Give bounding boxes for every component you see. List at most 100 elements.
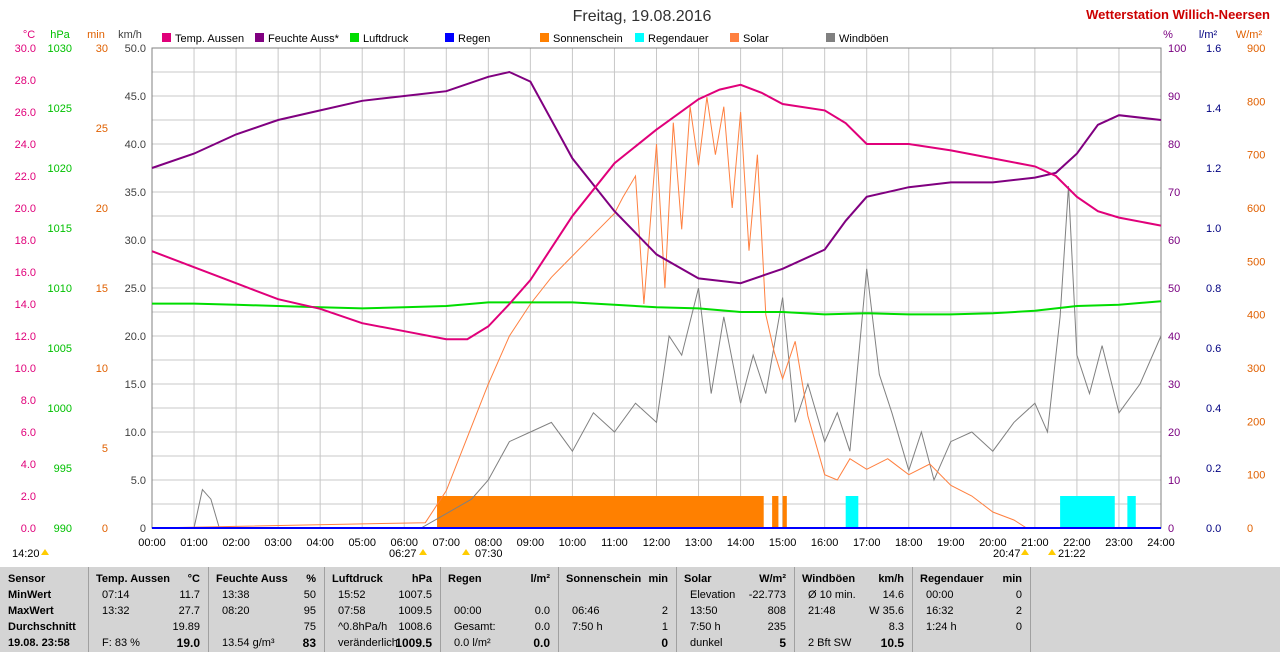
solar-tick-label: 300 xyxy=(1247,363,1265,375)
legend-swatch xyxy=(255,33,264,42)
column-unit: min xyxy=(648,573,668,585)
wind-tick-label: 5.0 xyxy=(131,475,146,487)
solar-tick-label: 900 xyxy=(1247,43,1265,55)
sun-marker-icon xyxy=(1021,549,1029,555)
row-2-label: 16:32 xyxy=(926,605,954,617)
temp-tick-label: 26.0 xyxy=(15,107,36,119)
row-2-value: 2 xyxy=(661,605,668,617)
row-1-value: -22.773 xyxy=(748,589,786,601)
rain-column: Regen l/m² 00:00 0.0 Gesamt: 0.0 0.0 l/m² 0.0 xyxy=(440,567,559,652)
solar-tick-label: 200 xyxy=(1247,416,1265,428)
max-label: MaxWert xyxy=(8,605,54,617)
sunshine-tick-label: 15 xyxy=(96,283,108,295)
temp-tick-label: 0.0 xyxy=(21,523,36,535)
wind-tick-label: 45.0 xyxy=(125,91,146,103)
row-4-label: 13.54 g/m³ xyxy=(222,637,275,649)
sun-marker-icon xyxy=(419,549,427,555)
rain-unit: l/m² xyxy=(1199,29,1218,41)
pressure-tick-label: 1020 xyxy=(48,163,72,175)
temp-tick-label: 22.0 xyxy=(15,171,36,183)
column-header: Temp. Aussen xyxy=(96,573,170,585)
row-4-value: 5 xyxy=(779,636,786,650)
legend-swatch xyxy=(635,33,644,42)
row-3-value: 0 xyxy=(1015,621,1022,633)
humidity-tick-label: 10 xyxy=(1168,475,1180,487)
row-4-label: F: 83 % xyxy=(102,637,140,649)
temp-tick-label: 8.0 xyxy=(21,395,36,407)
rain-tick-label: 1.4 xyxy=(1206,103,1221,115)
row-2-label: 07:58 xyxy=(338,605,366,617)
temp-tick-label: 24.0 xyxy=(15,139,36,151)
x-tick-label: 00:00 xyxy=(138,537,166,549)
sunshine-tick-label: 20 xyxy=(96,203,108,215)
solar-tick-label: 600 xyxy=(1247,203,1265,215)
x-tick-label: 14:00 xyxy=(727,537,755,549)
legend-swatch xyxy=(826,33,835,42)
legend-label: Regendauer xyxy=(648,33,709,45)
x-tick-label: 21:00 xyxy=(1021,537,1049,549)
legend-label: Temp. Aussen xyxy=(175,33,244,45)
humidity-unit: % xyxy=(1163,29,1173,41)
temp-unit: °C xyxy=(23,29,35,41)
temp-tick-label: 6.0 xyxy=(21,427,36,439)
x-tick-label: 16:00 xyxy=(811,537,839,549)
sun-marker-icon xyxy=(41,549,49,555)
temp-column: Temp. Aussen °C 07:14 11.7 13:32 27.7 19.89 F: … xyxy=(88,567,209,652)
legend-label: Regen xyxy=(458,33,490,45)
row-1-label: Elevation xyxy=(690,589,736,601)
x-tick-label: 04:00 xyxy=(306,537,334,549)
row-4-label: dunkel xyxy=(690,637,723,649)
humidity-tick-label: 60 xyxy=(1168,235,1180,247)
sun-marker-icon xyxy=(1048,549,1056,555)
temp-tick-label: 12.0 xyxy=(15,331,36,343)
rain-duration-bar xyxy=(1127,496,1136,528)
temp-tick-label: 16.0 xyxy=(15,267,36,279)
wind-gust-line xyxy=(152,186,1162,529)
axis-unit-labels: °C hPa min km/h % l/m² W/m² xyxy=(23,29,1263,41)
row-2-value: 95 xyxy=(303,605,316,617)
x-tick-label: 06:00 xyxy=(390,537,418,549)
row-1-label: 00:00 xyxy=(926,589,954,601)
row-1-label: 15:52 xyxy=(338,589,366,601)
sunshine-tick-label: 0 xyxy=(102,523,108,535)
marker-twilight-start: 07:30 xyxy=(475,548,503,560)
solar-line xyxy=(151,97,1161,529)
x-tick-label: 01:00 xyxy=(180,537,208,549)
humidity-line xyxy=(151,70,1162,285)
pressure-tick-label: 1005 xyxy=(48,343,72,355)
x-tick-label: 23:00 xyxy=(1105,537,1133,549)
statistics-table: Sensor MinWert MaxWert Durchschnitt 19.0… xyxy=(0,567,1280,652)
row-1-label: 07:14 xyxy=(102,589,130,601)
rain-tick-label: 1.0 xyxy=(1206,223,1221,235)
row-3-value: 75 xyxy=(303,621,316,633)
temp-tick-label: 20.0 xyxy=(15,203,36,215)
pressure-tick-label: 990 xyxy=(54,523,72,535)
legend-swatch xyxy=(350,33,359,42)
pressure-line xyxy=(152,300,1162,316)
row-4-value: 83 xyxy=(302,636,316,650)
bar-series xyxy=(437,496,1136,528)
column-header: Sonnenschein xyxy=(566,573,642,585)
sun-marker-icon xyxy=(462,549,470,555)
row-3-label: Gesamt: xyxy=(454,621,496,633)
solar-tick-label: 400 xyxy=(1247,310,1265,322)
wind-tick-label: 35.0 xyxy=(125,187,146,199)
legend-swatch xyxy=(445,33,454,42)
row-4-label: 2 Bft SW xyxy=(808,637,852,649)
sensor-header: Sensor xyxy=(8,573,46,585)
rain-tick-label: 0.6 xyxy=(1206,343,1221,355)
press-column: Luftdruck hPa 15:52 1007.5 07:58 1009.5 ^0.8hP… xyxy=(324,567,441,652)
pressure-tick-label: 1000 xyxy=(48,403,72,415)
row-3-label: 1:24 h xyxy=(926,621,957,633)
min-label: MinWert xyxy=(8,589,52,601)
sunshine-bar xyxy=(782,496,787,528)
row-2-value: 808 xyxy=(767,605,786,617)
temp-tick-label: 30.0 xyxy=(15,43,36,55)
row-2-value: 0.0 xyxy=(534,605,550,617)
humidity-tick-label: 20 xyxy=(1168,427,1180,439)
rain-duration-bar xyxy=(845,496,859,528)
sunshine-bar xyxy=(450,496,764,528)
legend-label: Windböen xyxy=(839,33,889,45)
solar-tick-label: 700 xyxy=(1247,150,1265,162)
solar-tick-label: 500 xyxy=(1247,256,1265,268)
